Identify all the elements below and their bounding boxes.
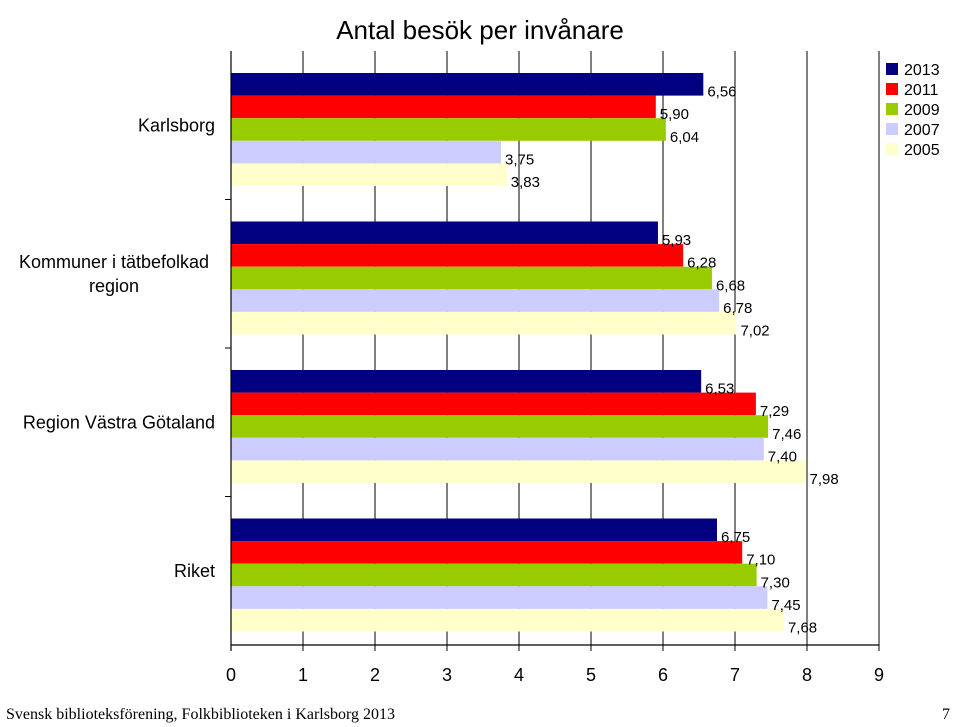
bar-2011-3 (231, 392, 756, 416)
legend-swatch-2013 (886, 63, 898, 75)
data-label: 6,78 (723, 300, 752, 317)
legend: 2013 2011 2009 2007 2005 (886, 62, 940, 159)
x-tick-label: 0 (226, 665, 236, 685)
bar-2009-1 (231, 118, 666, 141)
bar-2011-2 (231, 244, 684, 267)
bar-2007-2 (231, 289, 720, 312)
data-label: 6,04 (670, 129, 699, 146)
data-label: 6,28 (687, 255, 716, 272)
x-tick-label: 6 (658, 665, 668, 685)
bar-2013-4 (231, 518, 717, 542)
data-label: 3,75 (505, 151, 534, 168)
x-tick-label: 8 (802, 665, 812, 685)
bar-2007-4 (231, 586, 768, 609)
bar-2013-2 (231, 221, 658, 245)
bar-2009-4 (231, 563, 757, 587)
legend-swatch-2007 (886, 123, 898, 135)
x-tick-label: 3 (442, 665, 452, 685)
bar-2013-1 (231, 73, 704, 96)
data-label: 7,30 (761, 574, 790, 591)
legend-label-2007: 2007 (904, 122, 940, 139)
legend-swatch-2009 (886, 103, 898, 115)
legend-swatch-2011 (886, 83, 898, 95)
bar-2011-1 (231, 95, 656, 119)
legend-label-2013: 2013 (904, 62, 940, 79)
data-label: 6,53 (705, 381, 734, 398)
bar-chart: Antal besök per invånare 6,56 5,90 6,04 3,7… (19, 15, 940, 685)
data-label: 7,10 (746, 552, 775, 569)
x-tick-label: 5 (586, 665, 596, 685)
data-label: 7,02 (740, 323, 769, 340)
bar-2007-3 (231, 437, 764, 461)
data-label: 7,29 (760, 403, 789, 420)
category-label: Riket (174, 561, 215, 581)
data-label: 7,40 (768, 448, 797, 465)
bar-2005-3 (231, 460, 806, 483)
x-tick-label: 9 (874, 665, 884, 685)
data-label: 7,45 (771, 597, 800, 614)
legend-swatch-2005 (886, 143, 898, 155)
x-tick-label: 4 (514, 665, 524, 685)
x-tick-label: 2 (370, 665, 380, 685)
plot-area: 6,56 5,90 6,04 3,75 3,83 5,93 6,286,68 6,78 7,02… (19, 51, 884, 685)
data-label: 6,56 (707, 84, 736, 101)
data-label: 7,98 (810, 471, 839, 488)
data-label: 7,68 (788, 620, 817, 637)
category-label: Region Västra Götaland (23, 412, 215, 432)
category-label: Kommuner i tätbefolkad region (19, 252, 209, 296)
data-label: 3,83 (511, 174, 540, 191)
bar-2005-1 (231, 163, 507, 186)
data-label: 6,68 (716, 277, 745, 294)
page-number: 7 (942, 706, 950, 723)
bar-2009-3 (231, 415, 769, 438)
legend-label-2009: 2009 (904, 102, 940, 119)
bar-2013-3 (231, 370, 702, 393)
data-label: 7,46 (772, 426, 801, 443)
bar-2005-4 (231, 608, 784, 632)
footer-source: Svensk biblioteksförening, Folkbibliotek… (6, 706, 396, 723)
category-label: Karlsborg (138, 115, 215, 135)
x-tick-label: 1 (298, 665, 308, 685)
data-label: 6,75 (721, 529, 750, 546)
legend-label-2011: 2011 (904, 82, 939, 99)
chart-title: Antal besök per invånare (336, 15, 624, 45)
bar-2007-1 (231, 140, 501, 164)
data-label: 5,93 (662, 232, 691, 249)
legend-label-2005: 2005 (904, 142, 940, 159)
bar-2009-2 (231, 266, 712, 290)
x-tick-label: 7 (730, 665, 740, 685)
bar-2005-2 (231, 311, 737, 335)
bar-2011-4 (231, 541, 743, 564)
data-label: 5,90 (660, 106, 689, 123)
